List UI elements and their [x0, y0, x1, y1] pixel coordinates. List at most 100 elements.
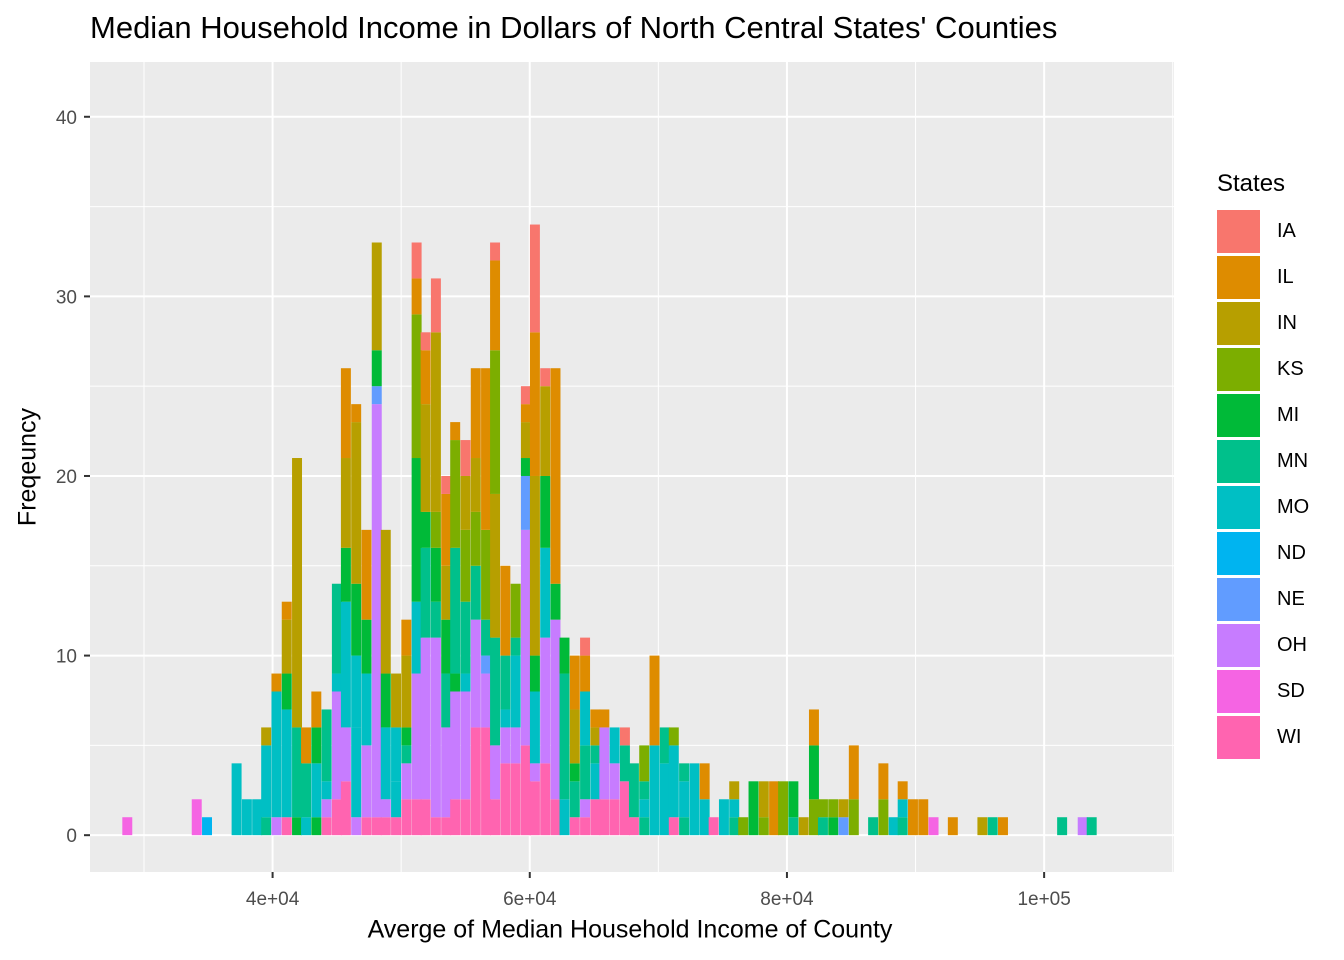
histogram-bar-segment-ne — [520, 475, 531, 530]
histogram-bar-segment-oh — [401, 763, 412, 800]
histogram-bar-segment-oh — [520, 529, 531, 746]
histogram-bar-segment-oh — [481, 673, 492, 728]
histogram-bar-segment-mo — [361, 673, 372, 746]
histogram-bar-segment-il — [590, 709, 601, 728]
histogram-bar-segment-wi — [450, 799, 461, 836]
legend-swatch — [1217, 577, 1260, 621]
histogram-bar-segment-il — [351, 404, 362, 423]
histogram-bar-segment-in — [520, 422, 531, 459]
histogram-bar-segment-mo — [351, 727, 362, 818]
histogram-bar-segment-oh — [340, 727, 351, 782]
histogram-bar-segment-ks — [490, 350, 501, 494]
legend-label: NE — [1277, 587, 1305, 610]
histogram-bar-segment-mn — [868, 817, 879, 836]
legend-label: KS — [1277, 357, 1304, 380]
histogram-bar-segment-ks — [758, 817, 769, 836]
histogram-bar-segment-il — [529, 332, 540, 476]
histogram-bar-segment-mi — [828, 817, 839, 836]
histogram-bar-segment-mn — [817, 817, 828, 836]
histogram-bar-segment-mn — [500, 655, 511, 710]
histogram-bar-segment-mi — [411, 458, 422, 602]
histogram-bar-segment-mi — [540, 475, 551, 548]
histogram-bar-segment-ia — [580, 637, 591, 656]
histogram-bar-segment-mo — [311, 763, 322, 818]
histogram-bar-segment-mn — [729, 817, 740, 836]
histogram-bar-segment-mo — [668, 745, 679, 818]
histogram-bar-segment-il — [848, 745, 859, 800]
histogram-bar-segment-wi — [371, 817, 382, 836]
x-tick-label: 6e+04 — [503, 889, 557, 910]
plot-panel — [90, 62, 1174, 872]
histogram-bar-segment-mo — [888, 817, 899, 836]
legend-title: States — [1217, 170, 1286, 197]
histogram-bar-segment-mi — [450, 673, 461, 692]
histogram-bar-segment-wi — [481, 727, 492, 836]
histogram-bar-segment-mn — [401, 745, 412, 764]
histogram-bar-segment-wi — [361, 817, 372, 836]
histogram-bar-segment-oh — [490, 745, 501, 800]
histogram-bar-segment-ks — [481, 529, 492, 620]
legend-item-il: IL — [1217, 254, 1309, 300]
histogram-bar-segment-in — [490, 493, 501, 638]
histogram-bar-segment-ia — [420, 332, 431, 351]
histogram-bar-segment-mi — [311, 727, 322, 764]
histogram-bar-segment-wi — [609, 799, 620, 836]
histogram-bar-segment-mi — [311, 817, 322, 836]
histogram-bar-segment-ks — [430, 511, 441, 548]
histogram-bar-segment-mo — [391, 727, 402, 782]
histogram-bar-segment-mn — [788, 817, 799, 836]
legend-swatch — [1217, 669, 1260, 713]
histogram-bar-segment-mi — [441, 619, 452, 674]
histogram-bar-segment-oh — [500, 727, 511, 764]
legend-item-ks: KS — [1217, 346, 1309, 392]
histogram-bar-segment-ks — [460, 529, 471, 602]
legend-item-ne: NE — [1217, 576, 1309, 622]
histogram-bar-segment-in — [371, 242, 382, 351]
histogram-bar-segment-in — [441, 565, 452, 620]
histogram-bar-segment-mi — [380, 673, 391, 728]
legend-item-in: IN — [1217, 300, 1309, 346]
y-tick-label: 20 — [56, 467, 77, 488]
histogram-bar-segment-mo — [897, 799, 908, 818]
histogram-bar-segment-il — [500, 565, 511, 656]
histogram-bar-segment-mn — [628, 763, 639, 818]
histogram-bar-segment-wi — [470, 727, 481, 836]
histogram-bar-segment-mi — [788, 781, 799, 818]
histogram-bar-segment-mo — [241, 799, 252, 836]
histogram-bar-segment-mo — [510, 655, 521, 728]
histogram-bar-segment-il — [411, 278, 422, 315]
histogram-bar-segment-wi — [420, 799, 431, 836]
histogram-bar-segment-mi — [371, 350, 382, 387]
histogram-bar-segment-ks — [878, 799, 889, 836]
legend-label: IN — [1277, 311, 1297, 334]
histogram-bar-segment-mo — [580, 691, 591, 746]
x-tick-label: 8e+04 — [760, 889, 814, 910]
histogram-bar-segment-wi — [668, 817, 679, 836]
histogram-bar-segment-wi — [490, 799, 501, 836]
histogram-bar-segment-in — [758, 781, 769, 818]
histogram-bar-segment-mn — [897, 817, 908, 836]
histogram-bar-segment-ia — [460, 440, 471, 476]
histogram-bar-segment-wi — [569, 817, 580, 836]
histogram-bar-segment-mi — [292, 817, 303, 836]
histogram-bar-segment-in — [569, 709, 580, 764]
histogram-bar-segment-mn — [559, 673, 570, 800]
histogram-bar-segment-mn — [460, 601, 471, 674]
histogram-bar-segment-sd — [191, 799, 202, 836]
histogram-bar-segment-mi — [808, 745, 819, 800]
legend-swatch — [1217, 209, 1260, 253]
histogram-bar-segment-oh — [460, 691, 471, 800]
histogram-bar-segment-oh — [510, 727, 521, 764]
histogram-bar-segment-mn — [569, 781, 580, 818]
histogram-bar-segment-mo — [460, 673, 471, 692]
histogram-bar-segment-in — [838, 799, 849, 818]
legend-item-ia: IA — [1217, 208, 1309, 254]
histogram-bar-segment-mn — [261, 817, 272, 836]
histogram-bar-segment-mi — [550, 583, 561, 620]
histogram-bar-segment-mo — [252, 799, 263, 836]
legend-label: IL — [1277, 265, 1294, 288]
histogram-bar-segment-il — [878, 763, 889, 800]
histogram-bar-segment-wi — [380, 817, 391, 836]
histogram-bar-segment-in — [590, 727, 601, 746]
histogram-bar-segment-mo — [540, 547, 551, 638]
